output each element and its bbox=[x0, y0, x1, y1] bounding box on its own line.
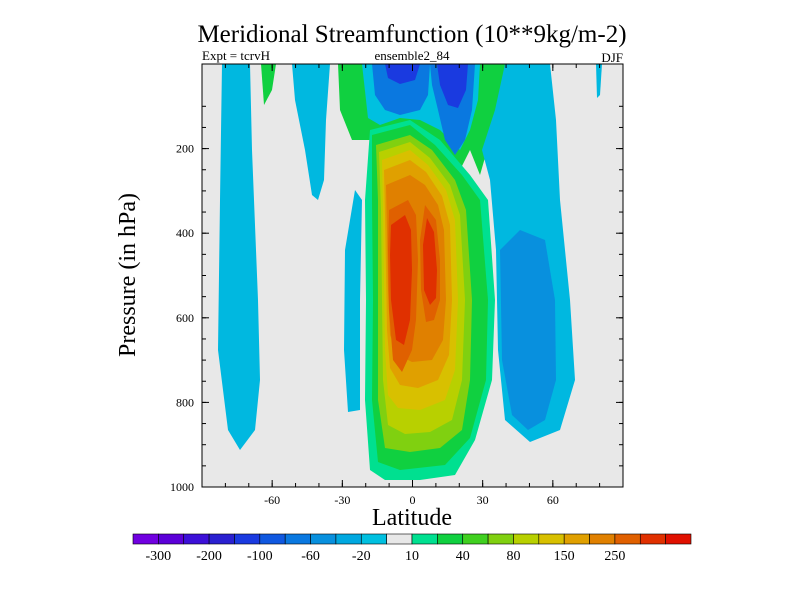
colorbar-swatch-9 bbox=[360, 533, 387, 545]
y-tick-label-2: 600 bbox=[176, 311, 194, 325]
contour-cyan-left-3 bbox=[344, 190, 362, 412]
y-axis-label: Pressure (in hPa) bbox=[115, 193, 141, 357]
colorbar-swatch-2 bbox=[183, 533, 210, 545]
colorbar-swatch-15 bbox=[513, 533, 540, 545]
contour-pos-250-left bbox=[390, 215, 412, 345]
subtitle-left: Expt = tcrvH bbox=[202, 48, 270, 63]
colorbar-swatch-0 bbox=[132, 533, 159, 545]
x-axis: -60 -30 0 30 60 bbox=[201, 64, 624, 507]
colorbar-label-4: -20 bbox=[352, 549, 371, 564]
colorbar-swatch-19 bbox=[614, 533, 641, 545]
colorbar-swatch-10 bbox=[386, 533, 413, 545]
colorbar-swatch-1 bbox=[158, 533, 185, 545]
colorbar-swatch-4 bbox=[234, 533, 261, 545]
colorbar-label-9: 250 bbox=[604, 549, 625, 564]
colorbar-label-8: 150 bbox=[554, 549, 575, 564]
colorbar-swatch-7 bbox=[310, 533, 337, 545]
plot-area bbox=[202, 64, 623, 487]
x-axis-label: Latitude bbox=[372, 505, 452, 531]
subtitle-right: DJF bbox=[601, 50, 623, 65]
chart-title: Meridional Streamfunction (10**9kg/m-2) bbox=[197, 21, 626, 48]
colorbar-label-1: -200 bbox=[196, 549, 222, 564]
contour-blue-right bbox=[500, 230, 556, 430]
colorbar-label-0: -300 bbox=[146, 549, 172, 564]
contour-green-left bbox=[261, 64, 276, 105]
contour-blue-top-2 bbox=[385, 64, 420, 84]
x-tick-label-1: -30 bbox=[334, 493, 350, 507]
colorbar-swatch-8 bbox=[335, 533, 362, 545]
y-tick-label-4: 1000 bbox=[170, 480, 194, 494]
contour-cyan-left-1 bbox=[218, 64, 260, 450]
colorbar-swatch-21 bbox=[665, 533, 692, 545]
y-tick-label-3: 800 bbox=[176, 395, 194, 409]
colorbar-swatch-5 bbox=[259, 533, 286, 545]
colorbar-swatch-3 bbox=[208, 533, 235, 545]
colorbar-swatch-14 bbox=[487, 533, 514, 545]
colorbar-label-5: 10 bbox=[405, 549, 419, 564]
colorbar-label-3: -60 bbox=[301, 549, 320, 564]
x-tick-label-0: -60 bbox=[264, 493, 280, 507]
colorbar-label-7: 80 bbox=[506, 549, 520, 564]
x-tick-label-3: 30 bbox=[477, 493, 489, 507]
colorbar bbox=[132, 533, 692, 545]
x-tick-label-4: 60 bbox=[547, 493, 559, 507]
x-tick-label-2: 0 bbox=[410, 493, 416, 507]
colorbar-swatch-18 bbox=[589, 533, 616, 545]
subtitle-center: ensemble2_84 bbox=[374, 48, 450, 63]
colorbar-swatch-6 bbox=[284, 533, 311, 545]
contour-blue-top-4 bbox=[437, 64, 468, 108]
y-tick-label-1: 400 bbox=[176, 226, 194, 240]
contour-cyan-left-2 bbox=[292, 64, 330, 200]
colorbar-swatch-13 bbox=[462, 533, 489, 545]
colorbar-label-6: 40 bbox=[456, 549, 470, 564]
y-tick-label-0: 200 bbox=[176, 142, 194, 156]
contour-cyan-right-small bbox=[596, 64, 602, 98]
colorbar-label-2: -100 bbox=[247, 549, 273, 564]
y-axis: 200 400 600 800 1000 bbox=[170, 105, 623, 494]
colorbar-swatch-12 bbox=[437, 533, 464, 545]
colorbar-swatch-11 bbox=[411, 533, 438, 545]
colorbar-swatch-16 bbox=[538, 533, 565, 545]
contour-pos-250-right bbox=[423, 218, 437, 305]
colorbar-swatch-20 bbox=[639, 533, 666, 545]
colorbar-swatch-17 bbox=[563, 533, 590, 545]
colorbar-labels: -300 -200 -100 -60 -20 10 40 80 150 250 bbox=[146, 549, 626, 564]
